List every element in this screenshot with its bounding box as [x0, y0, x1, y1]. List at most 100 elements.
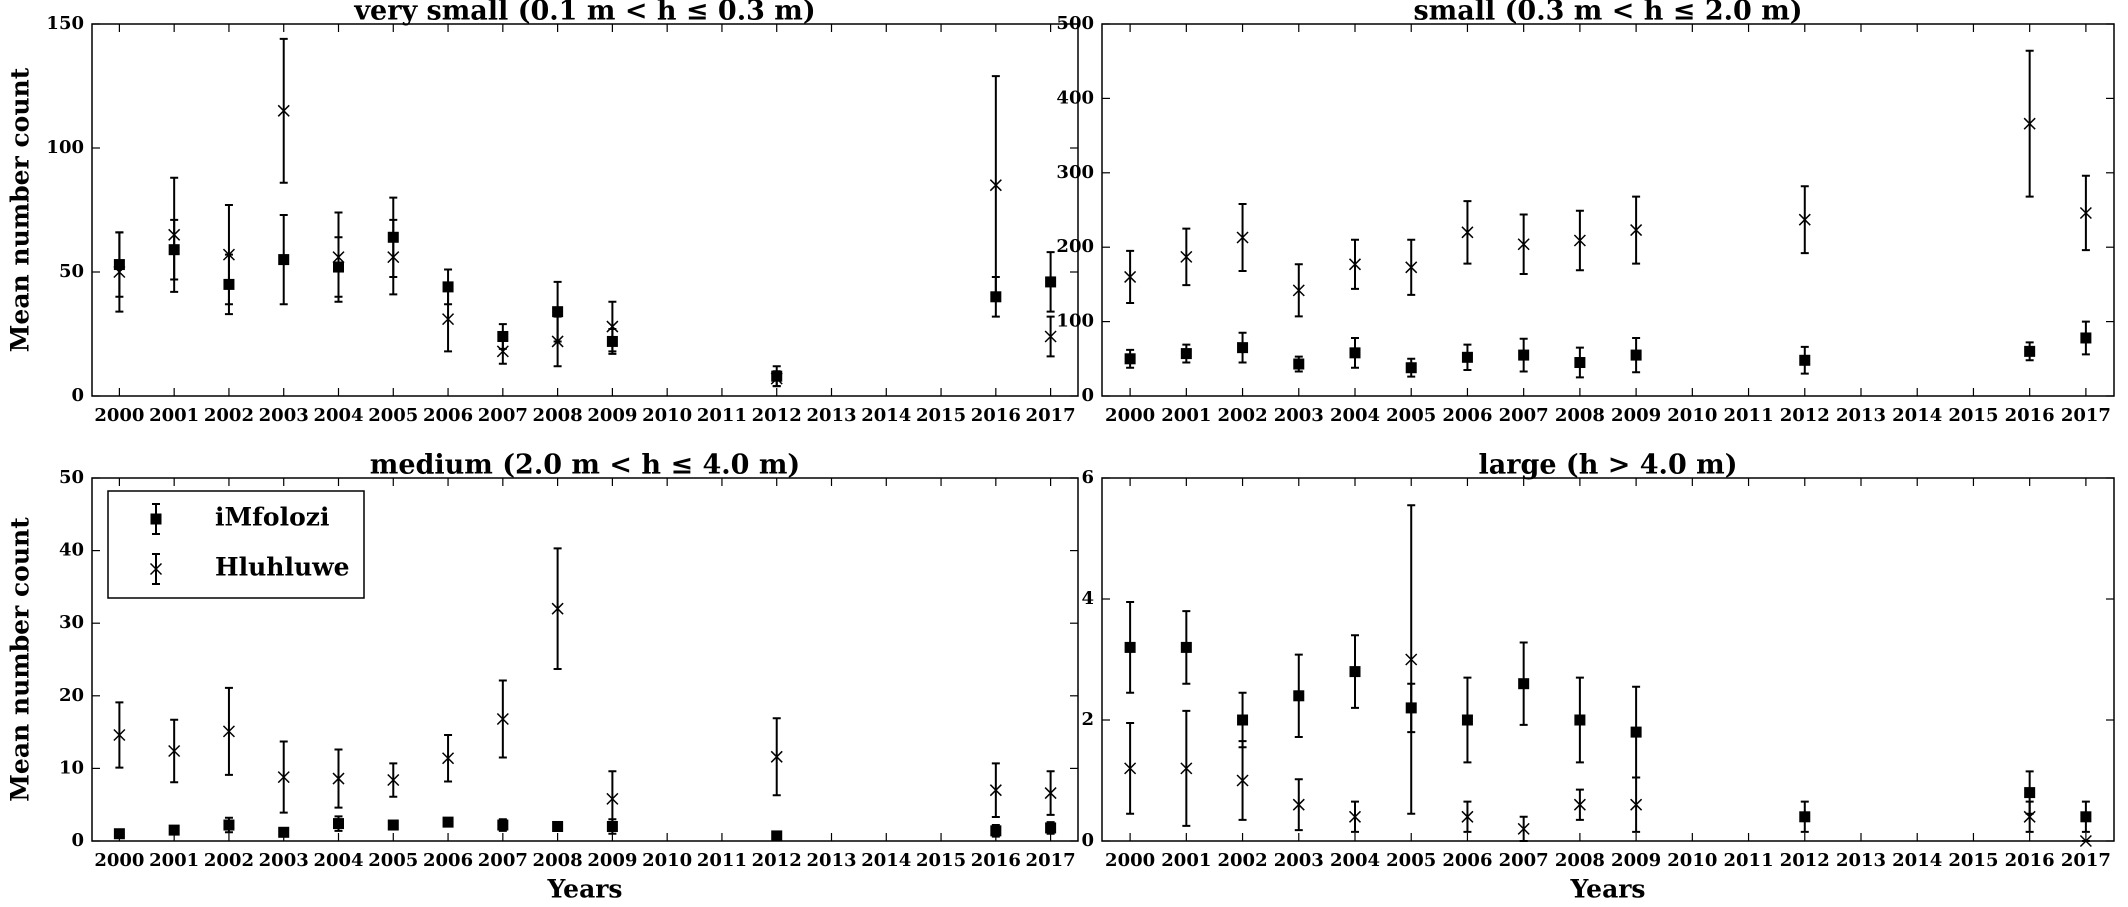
marker-square: [552, 820, 564, 832]
x-tick-label: 2000: [1105, 405, 1155, 426]
x-tick-label: 2004: [313, 850, 363, 871]
x-tick-label: 2015: [1948, 850, 1998, 871]
marker-square: [1349, 347, 1361, 359]
chart-title: small (0.3 m < h ≤ 2.0 m): [1413, 0, 1802, 27]
marker-x: [1573, 798, 1586, 811]
marker-x: [1236, 231, 1249, 244]
x-tick-label: 2017: [1026, 405, 1076, 426]
marker-x: [551, 602, 564, 615]
marker-x: [1236, 774, 1249, 787]
y-tick-label: 500: [1056, 13, 1094, 34]
marker-x: [1517, 238, 1530, 251]
marker-x: [2023, 810, 2036, 823]
marker-square: [1574, 714, 1586, 726]
marker-x: [442, 313, 455, 326]
marker-x: [277, 104, 290, 117]
marker-x: [1124, 270, 1137, 283]
marker-square: [1124, 641, 1136, 653]
marker-square: [1237, 714, 1249, 726]
marker-x: [1573, 234, 1586, 247]
x-tick-label: 2016: [2005, 405, 2055, 426]
marker-square: [1293, 690, 1305, 702]
x-tick-label: 2005: [1386, 850, 1436, 871]
marker-x: [387, 773, 400, 787]
x-tick-label: 2010: [642, 405, 692, 426]
x-tick-label: 2009: [1611, 405, 1661, 426]
marker-x: [1348, 810, 1362, 823]
x-tick-label: 2001: [1161, 405, 1211, 426]
marker-square: [442, 816, 454, 828]
marker-x: [222, 725, 235, 738]
y-tick-label: 150: [46, 13, 84, 34]
x-tick-label: 2002: [1218, 850, 1268, 871]
marker-square: [223, 819, 235, 831]
marker-x: [1292, 798, 1305, 811]
marker-x: [1517, 822, 1530, 835]
marker-x: [1630, 798, 1643, 811]
legend-box: [107, 490, 365, 599]
x-tick-label: 2010: [1667, 850, 1717, 871]
marker-square: [387, 819, 399, 831]
x-tick-label: 2013: [806, 850, 856, 871]
x-tick-label: 2013: [1836, 405, 1886, 426]
marker-x: [1461, 810, 1474, 823]
x-tick-label: 2004: [1330, 850, 1380, 871]
x-tick-label: 2011: [697, 405, 747, 426]
marker-square: [1518, 349, 1530, 361]
marker-x: [1348, 258, 1362, 271]
marker-x: [1044, 330, 1057, 343]
marker-square: [1461, 351, 1473, 363]
marker-square: [1574, 357, 1586, 369]
y-tick-label: 2: [1081, 709, 1094, 730]
y-tick-label: 100: [1056, 311, 1094, 332]
marker-square: [990, 291, 1002, 303]
marker-square: [1461, 714, 1473, 726]
marker-x: [1405, 653, 1418, 666]
chart-title: large (h > 4.0 m): [1479, 450, 1738, 481]
marker-x: [496, 713, 509, 726]
y-tick-label: 0: [1081, 830, 1094, 851]
marker-x: [332, 251, 345, 264]
y-axis-label: Mean number count: [6, 517, 35, 802]
marker-x: [113, 728, 126, 742]
y-tick-label: 40: [59, 540, 84, 561]
y-tick-label: 200: [1056, 236, 1094, 257]
x-tick-label: 2016: [971, 405, 1021, 426]
marker-square: [990, 825, 1002, 837]
marker-x: [332, 772, 345, 785]
y-tick-label: 300: [1056, 162, 1094, 183]
chart-title: very small (0.1 m < h ≤ 0.3 m): [353, 0, 815, 27]
x-tick-label: 2008: [533, 405, 583, 426]
x-tick-label: 2002: [1218, 405, 1268, 426]
y-tick-label: 4: [1081, 588, 1094, 609]
marker-square: [2080, 332, 2092, 344]
y-tick-label: 30: [59, 612, 84, 633]
marker-square: [1124, 353, 1136, 365]
x-tick-label: 2015: [916, 850, 966, 871]
marker-x: [1180, 762, 1193, 775]
marker-square: [2024, 787, 2036, 799]
marker-square: [771, 830, 783, 842]
x-tick-label: 2014: [861, 850, 911, 871]
x-tick-label: 2006: [1442, 850, 1492, 871]
marker-square: [1293, 358, 1305, 370]
x-tick-label: 2016: [2005, 850, 2055, 871]
marker-square: [1045, 822, 1057, 834]
x-tick-label: 2003: [259, 850, 309, 871]
x-tick-label: 2000: [94, 850, 144, 871]
x-tick-label: 2002: [204, 850, 254, 871]
marker-square: [497, 330, 509, 342]
x-tick-label: 2012: [752, 405, 802, 426]
y-tick-label: 0: [71, 385, 84, 406]
marker-x: [1180, 250, 1193, 263]
x-tick-label: 2008: [533, 850, 583, 871]
marker-square: [2080, 811, 2092, 823]
marker-square: [1799, 354, 1811, 366]
marker-square: [1237, 342, 1249, 354]
x-tick-label: 2006: [423, 850, 473, 871]
plot-frame: [1101, 477, 2115, 842]
marker-x: [770, 372, 783, 385]
marker-square: [1405, 362, 1417, 374]
marker-square: [1045, 276, 1057, 288]
